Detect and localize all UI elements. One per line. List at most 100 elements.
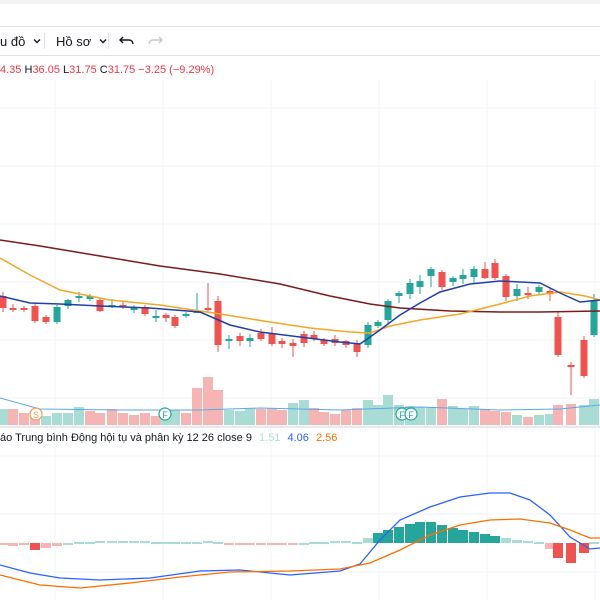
ma-slow-line bbox=[0, 239, 600, 313]
chart-type-label: u đồ bbox=[0, 33, 26, 49]
low-value: 31.75 bbox=[69, 64, 97, 76]
volume-bar bbox=[288, 403, 298, 425]
macd-hist-bar bbox=[213, 542, 223, 544]
macd-signal-line bbox=[0, 518, 600, 589]
candle-body bbox=[524, 293, 532, 295]
candle-body bbox=[320, 340, 328, 344]
candle-body bbox=[310, 335, 318, 339]
volume-bar bbox=[589, 399, 599, 425]
macd-hist-bar bbox=[140, 541, 150, 543]
candle-body bbox=[204, 308, 212, 310]
candle-body bbox=[416, 281, 424, 287]
macd-hist-bar bbox=[534, 542, 544, 544]
event-marker-label: F bbox=[408, 410, 414, 420]
candle-body bbox=[470, 269, 478, 277]
candle-body bbox=[53, 307, 61, 322]
macd-hist-bar bbox=[85, 542, 95, 544]
macd-hist-bar bbox=[41, 543, 51, 548]
candle-body bbox=[0, 296, 7, 308]
candle-body bbox=[64, 300, 72, 306]
chart-grid bbox=[0, 80, 600, 600]
candlesticks bbox=[0, 259, 598, 395]
candle-body bbox=[278, 341, 286, 344]
candle-body bbox=[364, 325, 372, 345]
volume-bar bbox=[140, 413, 150, 425]
candle-body bbox=[502, 276, 510, 297]
candle-body bbox=[427, 269, 435, 276]
macd-hist-bar bbox=[288, 543, 298, 545]
macd-hist-bar bbox=[203, 541, 213, 543]
candle-body bbox=[225, 339, 233, 341]
volume-bar bbox=[545, 414, 555, 425]
volume-bar bbox=[192, 388, 202, 425]
low-key: L bbox=[63, 64, 70, 76]
macd-hist-bar bbox=[256, 543, 266, 545]
macd-hist-bar bbox=[448, 528, 458, 543]
volume-bar bbox=[107, 409, 117, 425]
toolbar-divider bbox=[44, 33, 45, 49]
volume-bar bbox=[415, 407, 425, 425]
event-marker-circle bbox=[158, 407, 172, 421]
macd-hist-bar bbox=[383, 530, 393, 543]
macd-signal-value: 2.56 bbox=[315, 432, 338, 444]
macd-hist-bar bbox=[74, 542, 84, 544]
event-marker-circle bbox=[404, 407, 418, 421]
macd-hist-bar bbox=[107, 541, 117, 543]
candle-body bbox=[300, 334, 308, 343]
macd-hist-bar bbox=[426, 522, 436, 543]
macd-hist-bar bbox=[589, 542, 599, 544]
volume-bar bbox=[490, 411, 500, 425]
profile-dropdown[interactable]: Hồ sơ bbox=[56, 27, 109, 55]
macd-hist-bar bbox=[490, 536, 500, 543]
macd-hist-bar bbox=[373, 533, 383, 543]
volume-bar bbox=[553, 405, 563, 425]
macd-hist-bar bbox=[352, 542, 362, 544]
redo-icon[interactable] bbox=[146, 33, 164, 49]
volume-ma-line bbox=[0, 397, 600, 411]
macd-hist-bar bbox=[151, 542, 161, 544]
ohlc-legend: 4.35 H36.05 L31.75 C31.75 −3.25 (−9.29%) bbox=[0, 64, 214, 76]
volume-bar bbox=[299, 400, 309, 425]
candle-body bbox=[513, 289, 521, 296]
chevron-down-icon bbox=[33, 39, 41, 44]
candle-body bbox=[481, 269, 489, 278]
toolbar-divider bbox=[108, 33, 109, 49]
undo-icon[interactable] bbox=[118, 33, 136, 49]
volume-bar bbox=[256, 409, 266, 425]
profile-label: Hồ sơ bbox=[56, 33, 92, 49]
candle-body bbox=[353, 343, 361, 352]
high-key: H bbox=[24, 64, 33, 76]
macd-hist-bar bbox=[0, 543, 8, 545]
volume-bar bbox=[8, 409, 18, 425]
macd-hist-bar bbox=[566, 543, 576, 563]
close-value: 31.75 bbox=[107, 64, 136, 76]
macd-hist-bar bbox=[52, 543, 62, 546]
volume-bar bbox=[267, 408, 277, 425]
macd-hist-bar bbox=[480, 534, 490, 543]
macd-hist-bar bbox=[512, 540, 522, 543]
volume-bar bbox=[63, 413, 73, 425]
macd-hist-bar bbox=[118, 541, 128, 543]
moving-average-lines bbox=[0, 239, 600, 345]
macd-hist-bar bbox=[501, 538, 511, 543]
macd-hist-bar bbox=[267, 543, 277, 545]
volume-bar bbox=[469, 406, 479, 425]
candle-body bbox=[182, 314, 190, 316]
macd-hist-bar bbox=[277, 543, 287, 545]
volume-bar bbox=[534, 415, 544, 425]
macd-hist-bar bbox=[309, 542, 319, 544]
volume-bar bbox=[95, 413, 105, 425]
close-key: C bbox=[99, 64, 108, 76]
macd-line bbox=[0, 492, 600, 581]
macd-hist-bar bbox=[523, 541, 533, 543]
macd-hist-bar bbox=[235, 543, 245, 545]
chart-type-dropdown[interactable]: u đồ bbox=[0, 27, 43, 55]
volume-bar bbox=[330, 414, 340, 425]
macd-hist-bar bbox=[245, 543, 255, 545]
macd-hist-bar bbox=[545, 543, 555, 549]
event-marker-circle bbox=[29, 407, 43, 421]
volume-bar bbox=[74, 407, 84, 425]
candle-body bbox=[246, 338, 254, 341]
volume-bar bbox=[523, 417, 533, 425]
